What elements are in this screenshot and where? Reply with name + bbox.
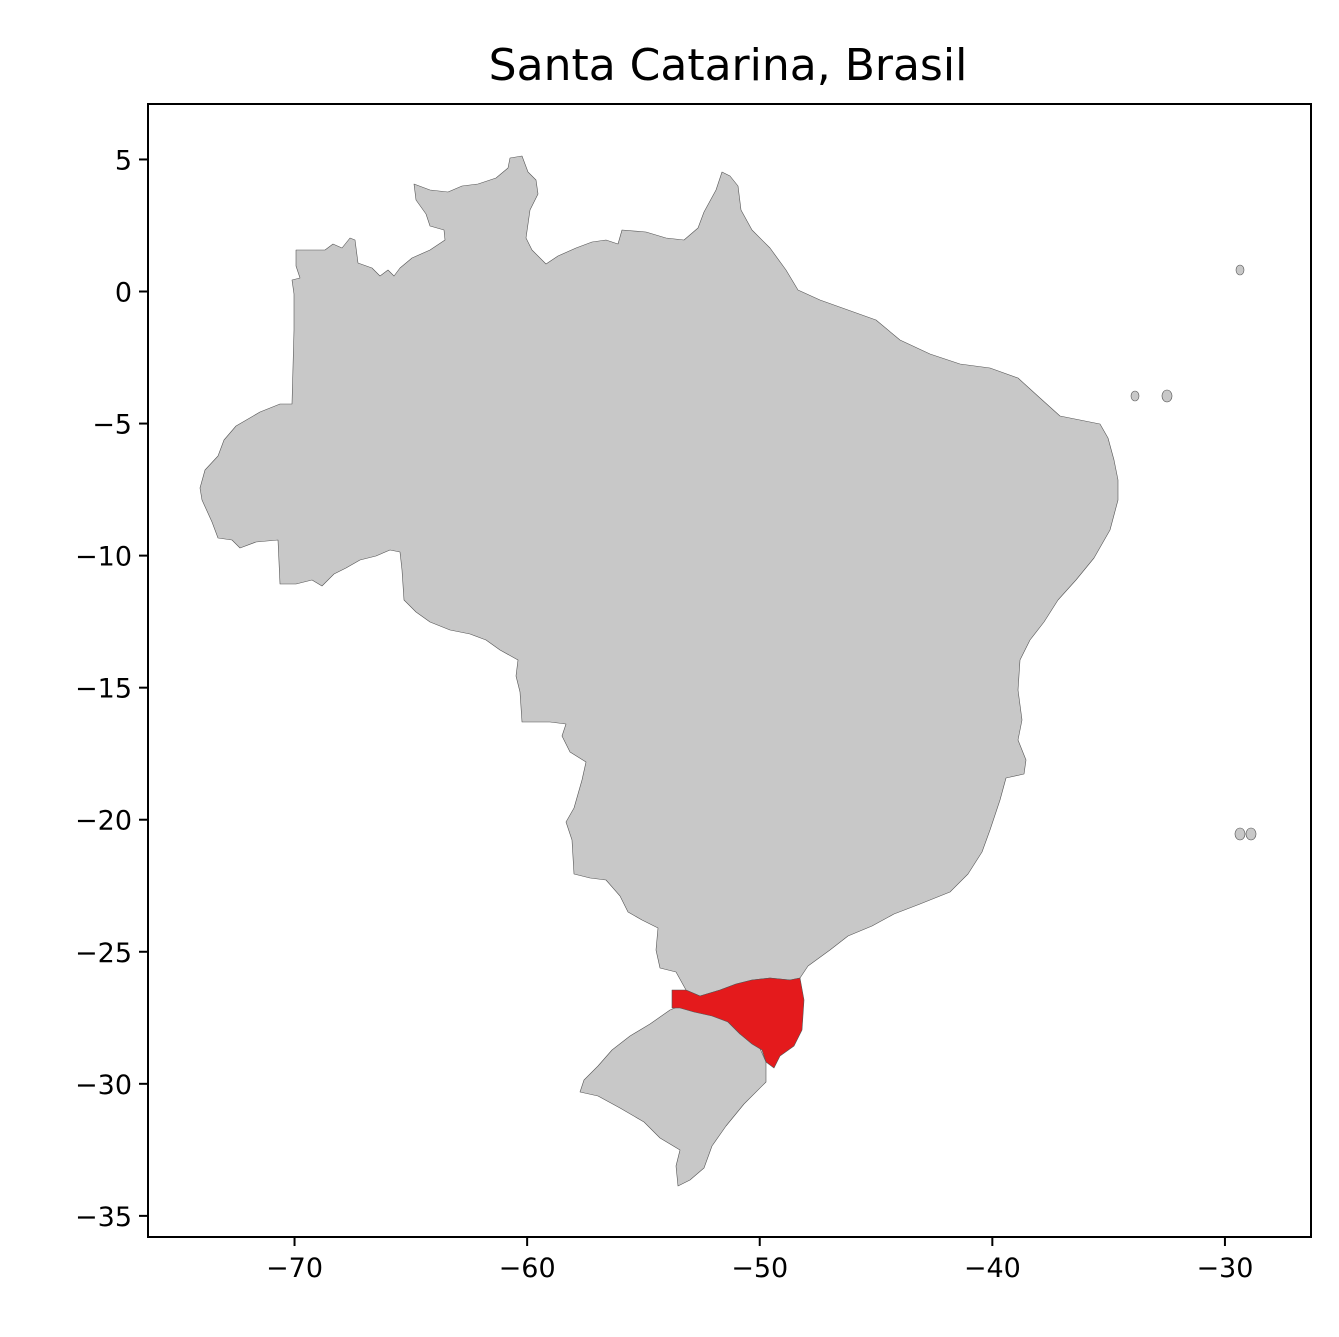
y-tick-label: −20 [75, 806, 132, 837]
region-rio-grande-do-sul [579, 1005, 767, 1187]
y-tick-label: −35 [75, 1202, 132, 1233]
x-tick-label: −70 [266, 1253, 323, 1284]
region-brazil-mainland [199, 155, 1119, 997]
y-axis: 5 0 −5 −10 −15 −20 −25 −30 −35 [75, 145, 148, 1233]
x-tick-label: −50 [731, 1253, 788, 1284]
map-title: Santa Catarina, Brasil [489, 40, 968, 91]
x-tick-label: −40 [964, 1253, 1021, 1284]
x-axis: −70 −60 −50 −40 −30 [266, 1237, 1253, 1284]
island-martim-vaz [1245, 827, 1257, 841]
y-tick-label: 0 [115, 278, 132, 309]
axes-frame [147, 103, 1312, 1238]
x-tick-label: −30 [1196, 1253, 1253, 1284]
y-tick-label: −5 [92, 410, 132, 441]
island-fernando-de-noronha [1161, 389, 1173, 403]
island-sao-pedro-sao-paulo [1235, 264, 1245, 276]
plot-area [199, 155, 1257, 1187]
island-trindade [1234, 827, 1246, 841]
y-tick-label: −10 [75, 542, 132, 573]
region-santa-catarina [671, 977, 805, 1069]
island-atol-das-rocas [1130, 390, 1140, 402]
y-tick-label: −25 [75, 938, 132, 969]
y-tick-label: −30 [75, 1070, 132, 1101]
y-tick-label: −15 [75, 674, 132, 705]
x-tick-label: −60 [499, 1253, 556, 1284]
y-tick-label: 5 [115, 145, 132, 176]
